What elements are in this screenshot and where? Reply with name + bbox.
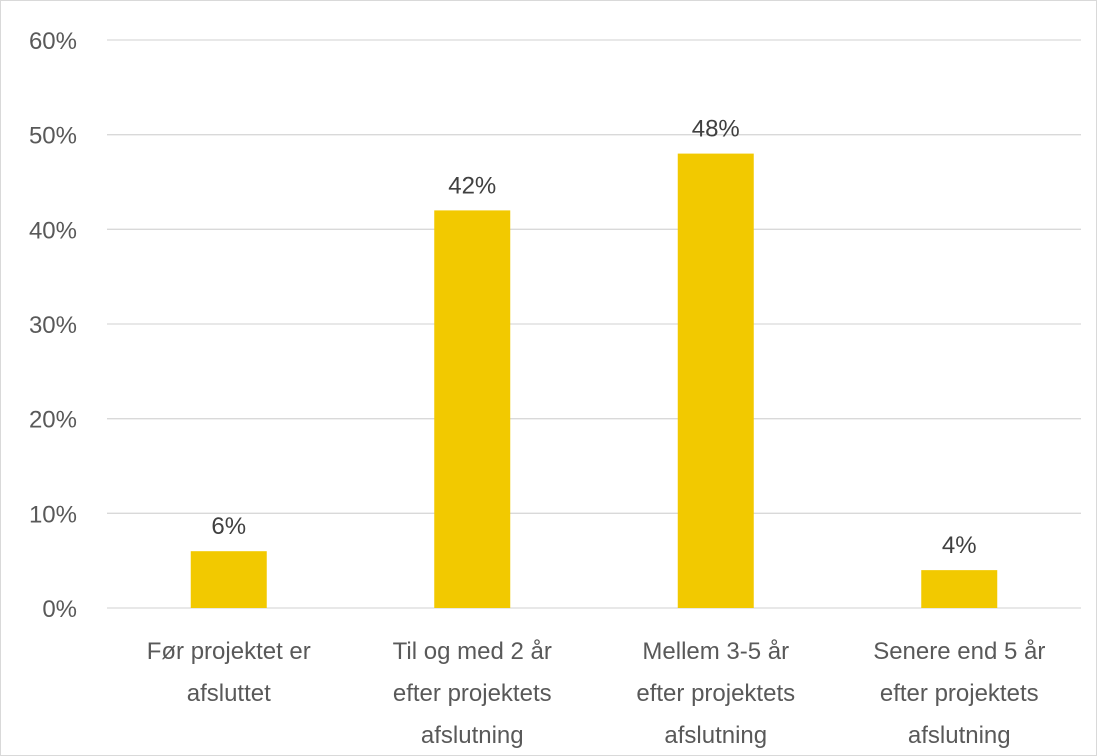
data-label: 42%	[448, 172, 496, 199]
category-label: afslutning	[908, 722, 1011, 749]
category-label: efter projektets	[393, 680, 552, 707]
bar	[434, 210, 511, 608]
y-tick-label: 10%	[29, 501, 77, 528]
y-tick-label: 30%	[29, 312, 77, 339]
category-label: afsluttet	[187, 680, 271, 707]
y-tick-label: 40%	[29, 217, 77, 244]
data-label: 48%	[692, 116, 740, 143]
category-label: Mellem 3-5 år	[642, 638, 789, 665]
category-label: efter projektets	[636, 680, 795, 707]
category-label: afslutning	[421, 722, 524, 749]
category-label: Senere end 5 år	[873, 638, 1045, 665]
category-label: Til og med 2 år	[393, 638, 552, 665]
data-labels: 6% 42% 48% 4%	[211, 116, 976, 560]
category-labels: Før projektet er afsluttet Til og med 2 år…	[147, 638, 1046, 749]
data-label: 6%	[211, 513, 246, 540]
bar	[190, 551, 267, 608]
bar	[677, 153, 754, 608]
bar	[921, 570, 998, 608]
bars	[190, 153, 998, 608]
gridlines	[107, 39, 1081, 609]
category-label: efter projektets	[880, 680, 1039, 707]
y-tick-label: 0%	[42, 596, 77, 623]
data-label: 4%	[942, 532, 977, 559]
y-axis-tick-labels: 0% 10% 20% 30% 40% 50% 60%	[29, 28, 77, 623]
category-label: Før projektet er	[147, 638, 311, 665]
y-tick-label: 60%	[29, 28, 77, 55]
y-tick-label: 20%	[29, 407, 77, 434]
y-tick-label: 50%	[29, 123, 77, 150]
category-label: afslutning	[664, 722, 767, 749]
